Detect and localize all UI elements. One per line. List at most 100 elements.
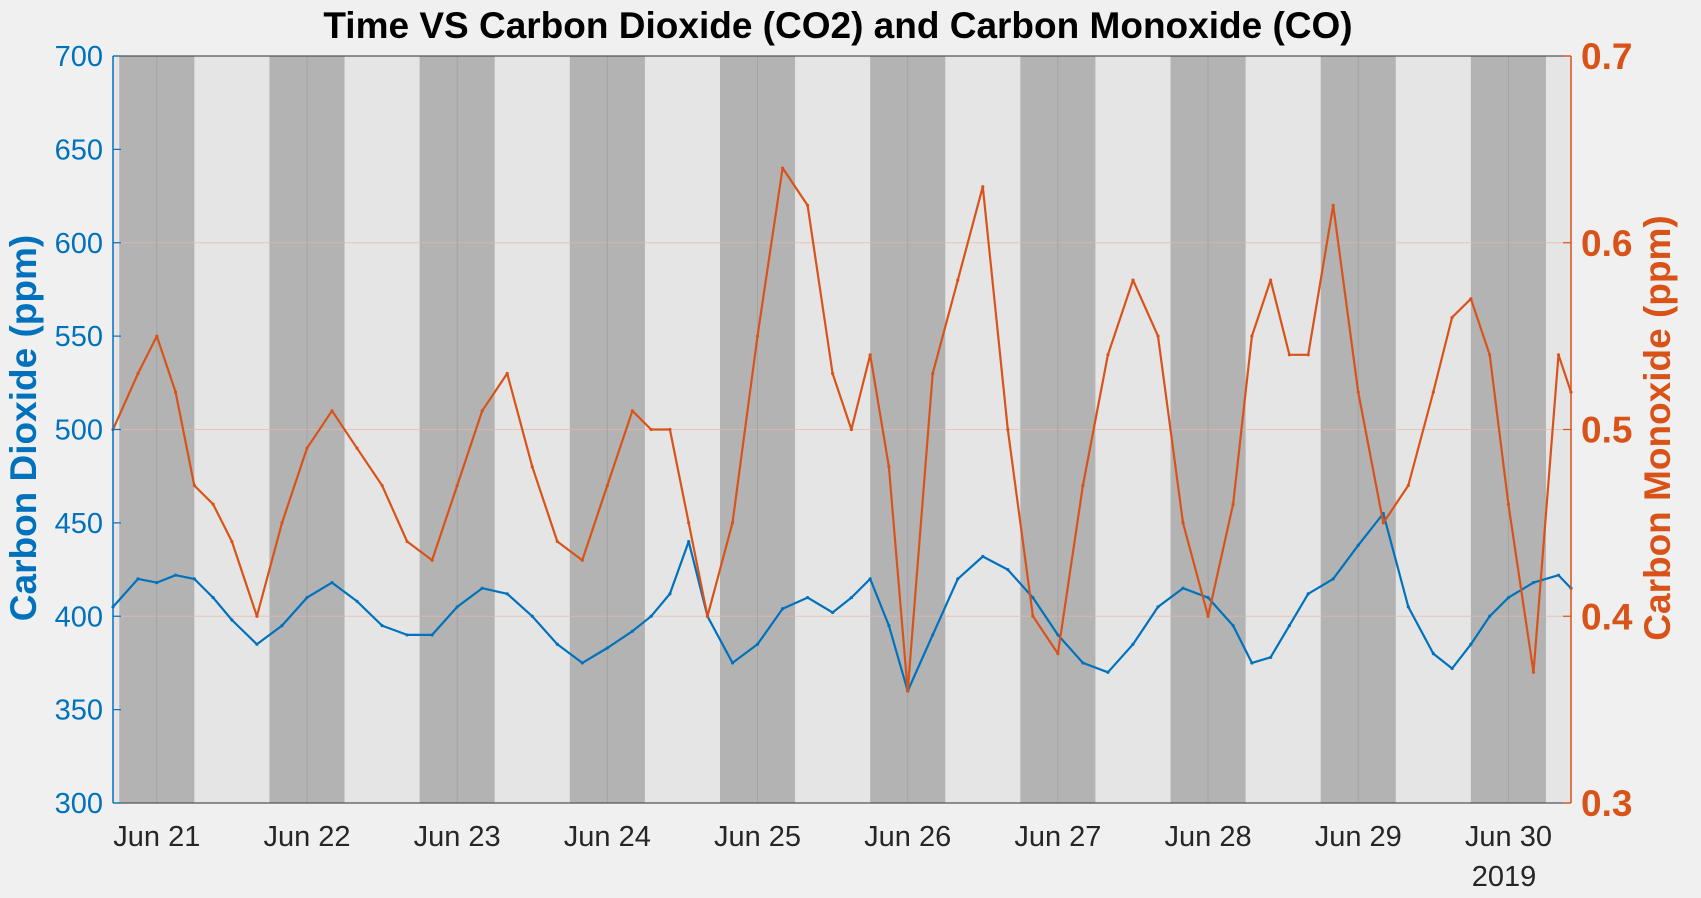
co2-point	[1250, 661, 1254, 665]
co-point	[480, 409, 484, 413]
co-point	[1031, 614, 1035, 618]
co2-point	[1131, 642, 1135, 646]
co2-point	[330, 581, 334, 585]
co2-point	[668, 592, 672, 596]
co-point	[906, 689, 910, 693]
co2-point	[931, 633, 935, 637]
left-tick-label: 450	[55, 508, 103, 540]
co-point	[1056, 652, 1060, 656]
co-point	[1381, 521, 1385, 525]
co-point	[1488, 353, 1492, 357]
co-point	[649, 427, 653, 432]
co-point	[1131, 278, 1135, 282]
left-tick-label: 400	[55, 601, 103, 633]
co-point	[1206, 614, 1210, 618]
y-axis-right-label: Carbon Monoxide (ppm)	[1637, 215, 1678, 640]
right-y-ticks: 0.3 0.4 0.5 0.6 0.7	[1563, 36, 1633, 824]
co2-point	[956, 577, 960, 581]
co2-point	[887, 623, 891, 628]
right-tick-label: 0.6	[1581, 223, 1632, 264]
co-point	[831, 371, 835, 376]
right-tick-label: 0.4	[1581, 596, 1633, 637]
co-point	[355, 446, 359, 450]
co-point	[931, 371, 935, 376]
co-point	[868, 353, 872, 357]
left-tick-label: 550	[55, 321, 103, 353]
co-point	[280, 521, 284, 525]
co-point	[580, 558, 584, 562]
co-point	[1506, 502, 1511, 506]
x-tick-label: Jun 21	[113, 821, 200, 853]
co-point	[1269, 278, 1273, 282]
co2-point	[1287, 623, 1292, 628]
co-point	[555, 539, 559, 544]
co2-point	[555, 642, 559, 646]
x-tick-label: Jun 27	[1014, 821, 1101, 853]
co-point	[849, 427, 853, 432]
co-point	[730, 521, 735, 525]
co-point	[1006, 427, 1010, 432]
x-tick-label: Jun 29	[1315, 821, 1402, 853]
co-point	[1469, 297, 1473, 301]
x-tick-label: Jun 23	[414, 821, 501, 853]
co-point	[380, 483, 384, 488]
co-point	[530, 465, 534, 469]
co2-point	[868, 577, 872, 581]
co-point	[1250, 334, 1254, 338]
co2-point	[780, 607, 785, 611]
co2-point	[649, 614, 653, 618]
co2-point	[405, 633, 409, 637]
x-tick-label: Jun 26	[864, 821, 951, 853]
co2-point	[1556, 573, 1561, 577]
co-point	[155, 334, 159, 338]
co-point	[668, 427, 672, 432]
co2-point	[1306, 592, 1310, 596]
co-point	[255, 614, 259, 618]
co2-point	[1331, 577, 1335, 581]
co-point	[705, 614, 710, 618]
co-point	[136, 371, 140, 376]
co2-point	[1006, 567, 1010, 572]
co-point	[755, 334, 760, 338]
x-axis-year-label: 2019	[1472, 861, 1537, 893]
co2-point	[1506, 595, 1511, 600]
co2-point	[1181, 586, 1185, 590]
x-tick-label: Jun 22	[263, 821, 350, 853]
co2-point	[1356, 543, 1360, 547]
co2-point	[505, 592, 509, 596]
co-point	[192, 483, 196, 488]
left-tick-label: 350	[55, 695, 103, 727]
co2-point	[211, 595, 215, 600]
co-point	[173, 390, 178, 394]
co2-point	[155, 581, 159, 585]
co2-point	[831, 610, 835, 615]
co-point	[1287, 353, 1292, 357]
co2-point	[230, 618, 234, 622]
co2-point	[1056, 633, 1060, 637]
y-axis-left-label: Carbon Dioxide (ppm)	[3, 235, 44, 621]
co-point	[405, 539, 409, 544]
x-tick-label: Jun 30	[1465, 821, 1552, 853]
co2-point	[355, 599, 359, 603]
co2-point	[1081, 661, 1085, 665]
co-point	[805, 203, 810, 207]
co2-point	[605, 646, 609, 650]
co2-point	[1031, 595, 1035, 600]
co2-point	[192, 577, 196, 581]
left-tick-label: 500	[55, 415, 103, 447]
co-point	[1306, 353, 1310, 357]
co2-point	[1269, 655, 1273, 659]
co2-point	[580, 661, 584, 665]
co-point	[230, 539, 234, 544]
co2-point	[380, 623, 384, 628]
co-point	[430, 558, 434, 562]
co-point	[1156, 334, 1160, 338]
co-point	[455, 483, 459, 488]
co-point	[330, 409, 334, 413]
left-tick-label: 300	[55, 788, 103, 820]
x-tick-label: Jun 28	[1165, 821, 1252, 853]
co2-point	[1488, 614, 1492, 618]
co2-point	[255, 642, 259, 646]
co2-point	[687, 539, 691, 544]
